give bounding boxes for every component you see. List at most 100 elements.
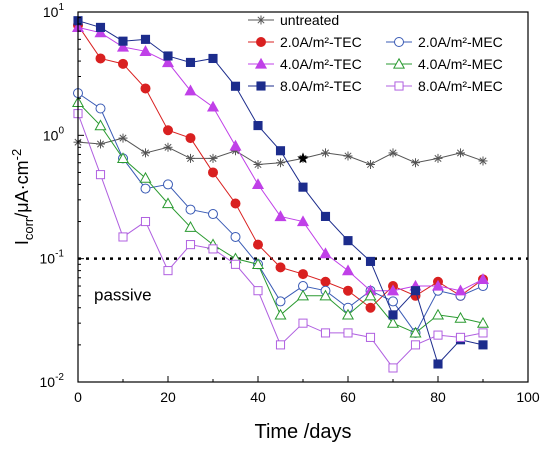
data-point xyxy=(476,316,490,328)
data-point xyxy=(208,153,218,163)
data-point xyxy=(388,296,398,307)
data-point xyxy=(118,232,128,242)
data-point xyxy=(229,139,242,151)
data-point xyxy=(411,158,420,168)
data-point xyxy=(253,239,263,250)
legend-label: untreated xyxy=(280,12,339,28)
x-tick-label: 40 xyxy=(250,389,266,405)
legend-label: 4.0A/m²-MEC xyxy=(418,56,503,72)
data-point xyxy=(343,236,353,246)
legend-entry: 2.0A/m²-MEC xyxy=(386,34,503,50)
legend-label: 4.0A/m²-TEC xyxy=(280,56,362,72)
data-point xyxy=(409,326,422,338)
data-point xyxy=(253,160,263,170)
data-point xyxy=(298,182,308,192)
legend: untreated 2.0A/m²-TEC 2.0A/m²-MEC 4.0A/m²-T… xyxy=(248,12,503,94)
data-point xyxy=(478,328,488,338)
data-point xyxy=(230,259,241,269)
series-3 xyxy=(71,21,490,296)
legend-entry: 4.0A/m²-TEC xyxy=(248,56,362,72)
data-point xyxy=(140,183,151,194)
data-point xyxy=(139,171,152,183)
data-point xyxy=(456,148,465,158)
data-point xyxy=(343,328,353,338)
data-point xyxy=(94,26,107,38)
data-point xyxy=(116,40,130,52)
data-point xyxy=(298,318,308,328)
data-point xyxy=(140,34,151,44)
data-point xyxy=(433,330,443,340)
data-point xyxy=(184,84,197,96)
legend-label: 2.0A/m²-MEC xyxy=(418,34,503,50)
data-point xyxy=(256,15,266,25)
data-point xyxy=(365,302,376,313)
y-tick-label: 101 xyxy=(43,2,65,20)
data-point xyxy=(275,340,286,350)
data-point xyxy=(321,148,330,158)
data-point xyxy=(185,240,196,250)
data-point xyxy=(275,262,286,273)
passive-label: passive xyxy=(94,286,152,305)
y-axis-label: Icorr/μA·cm-2 xyxy=(9,149,36,245)
legend-label: 2.0A/m²-TEC xyxy=(280,34,362,50)
data-point xyxy=(96,139,105,149)
data-point xyxy=(410,286,421,296)
x-tick-label: 100 xyxy=(516,389,540,405)
data-point xyxy=(185,57,196,67)
data-point xyxy=(431,279,445,291)
series-group xyxy=(71,16,490,373)
data-point xyxy=(163,142,173,152)
data-point xyxy=(186,153,195,163)
data-point xyxy=(276,158,285,168)
data-point xyxy=(341,308,355,320)
data-point xyxy=(253,286,263,296)
legend-label: 8.0A/m²-TEC xyxy=(280,78,362,94)
data-point xyxy=(95,22,106,32)
data-point xyxy=(230,231,241,242)
legend-entry: 8.0A/m²-MEC xyxy=(386,78,503,94)
data-point xyxy=(256,81,266,91)
data-point xyxy=(365,256,376,266)
data-point xyxy=(118,133,128,143)
data-point xyxy=(364,289,377,301)
data-point xyxy=(230,81,241,91)
legend-entry: 2.0A/m²-TEC xyxy=(248,34,362,50)
data-point xyxy=(94,119,107,131)
data-point xyxy=(256,37,266,47)
data-point xyxy=(476,273,490,284)
data-point xyxy=(388,363,398,373)
series-1 xyxy=(73,20,488,313)
y-tick-label: 10-1 xyxy=(40,249,65,267)
data-point xyxy=(185,204,196,215)
x-axis-label: Time /days xyxy=(254,421,351,443)
data-point xyxy=(253,121,263,131)
data-point xyxy=(163,125,173,136)
data-point xyxy=(296,215,310,227)
series-4 xyxy=(71,96,490,338)
data-point xyxy=(320,328,331,338)
data-point xyxy=(208,244,218,254)
x-tick-label: 80 xyxy=(430,389,446,405)
x-tick-label: 0 xyxy=(74,389,82,405)
data-point xyxy=(208,209,218,220)
data-point xyxy=(343,151,353,161)
data-point xyxy=(185,133,196,144)
data-point xyxy=(454,311,467,323)
data-point xyxy=(320,211,331,221)
legend-entry: 8.0A/m²-TEC xyxy=(248,78,362,94)
data-point xyxy=(230,198,241,209)
data-point xyxy=(118,58,128,69)
data-point xyxy=(298,269,308,280)
data-point xyxy=(184,220,197,232)
y-tick-label: 100 xyxy=(43,125,65,143)
data-point xyxy=(366,160,375,170)
data-point xyxy=(433,359,443,369)
data-point xyxy=(208,167,218,178)
data-point xyxy=(140,83,151,94)
data-point xyxy=(274,210,287,222)
data-point xyxy=(275,146,286,156)
data-point xyxy=(296,289,310,301)
data-point xyxy=(95,103,106,114)
data-point xyxy=(478,340,488,350)
